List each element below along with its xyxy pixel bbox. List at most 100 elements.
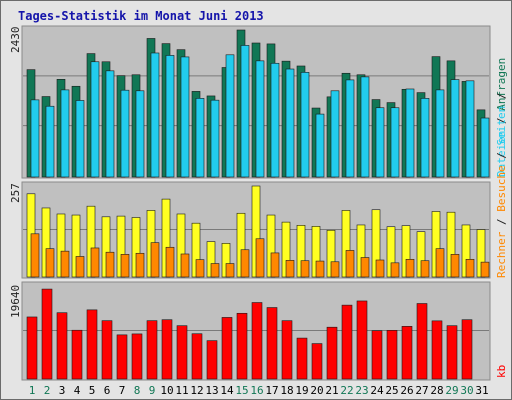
legend-besuche: Besuche — [495, 165, 508, 211]
bar-besuche-day-13 — [210, 263, 220, 278]
bar-besuche-day-4 — [75, 256, 85, 278]
legend-anfragen: Anfragen — [495, 58, 508, 111]
bar-besuche-day-14 — [225, 263, 235, 278]
x-tick-day-15: 15 — [235, 384, 248, 397]
bar-dateien-day-22 — [345, 79, 355, 178]
x-tick-day-28: 28 — [430, 384, 443, 397]
bar-kb-day-9 — [146, 320, 158, 380]
bar-besuche-day-20 — [315, 260, 325, 278]
bar-kb-day-25 — [386, 330, 398, 380]
bar-dateien-day-13 — [210, 99, 220, 178]
x-tick-day-18: 18 — [280, 384, 293, 397]
bar-dateien-day-20 — [315, 113, 325, 178]
bar-besuche-day-10 — [165, 246, 175, 278]
bar-kb-day-1 — [26, 316, 38, 380]
ytick-volume: 19640 — [9, 285, 22, 318]
bar-kb-day-28 — [431, 320, 443, 380]
x-tick-day-26: 26 — [400, 384, 413, 397]
bar-dateien-day-31 — [480, 117, 490, 178]
bar-besuche-day-22 — [345, 250, 355, 278]
bar-dateien-day-16 — [255, 60, 265, 178]
bar-besuche-day-24 — [375, 259, 385, 278]
bar-kb-day-24 — [371, 330, 383, 380]
bar-besuche-day-19 — [300, 260, 310, 278]
bar-dateien-day-25 — [390, 107, 400, 178]
bar-besuche-day-9 — [150, 242, 160, 278]
x-tick-day-16: 16 — [250, 384, 263, 397]
x-tick-day-30: 30 — [460, 384, 473, 397]
legend-sep-2: / — [495, 212, 508, 232]
bar-kb-day-27 — [416, 303, 428, 380]
bar-besuche-day-21 — [330, 261, 340, 278]
x-tick-day-8: 8 — [134, 384, 141, 397]
bar-dateien-day-5 — [90, 61, 100, 178]
bar-dateien-day-18 — [285, 68, 295, 178]
x-tick-labels: 1 2 3 4 5 6 7 8 9 10 11 12 13 14 15 16 17 18 19 20 21 22 23 24 2… — [29, 384, 489, 397]
bar-besuche-day-16 — [255, 238, 265, 278]
bar-dateien-day-4 — [75, 100, 85, 178]
bar-besuche-day-11 — [180, 253, 190, 278]
bar-dateien-day-21 — [330, 90, 340, 178]
bar-besuche-day-26 — [405, 258, 415, 278]
x-tick-day-5: 5 — [89, 384, 96, 397]
bar-kb-day-16 — [251, 302, 263, 380]
x-tick-day-1: 1 — [29, 384, 36, 397]
bar-kb-day-17 — [266, 307, 278, 380]
bar-kb-day-19 — [296, 337, 308, 380]
bar-dateien-day-23 — [360, 76, 370, 178]
bar-kb-day-14 — [221, 317, 233, 380]
bar-kb-day-29 — [446, 325, 458, 380]
bars-group — [26, 29, 490, 380]
x-tick-day-4: 4 — [74, 384, 81, 397]
bar-kb-day-15 — [236, 312, 248, 380]
bar-kb-day-6 — [101, 320, 113, 380]
bar-kb-day-11 — [176, 325, 188, 380]
ytick-pages: 257 — [9, 183, 22, 203]
bar-dateien-day-19 — [300, 72, 310, 178]
legend-right-hits: Dateien / Anfragen — [495, 58, 508, 177]
bar-dateien-day-24 — [375, 107, 385, 178]
x-tick-day-7: 7 — [119, 384, 126, 397]
legend-dateien: Dateien — [495, 131, 508, 177]
bar-kb-day-30 — [461, 319, 473, 380]
x-tick-day-17: 17 — [265, 384, 278, 397]
x-tick-day-10: 10 — [160, 384, 173, 397]
bar-kb-day-21 — [326, 326, 338, 380]
bar-besuche-day-7 — [120, 254, 130, 278]
bar-dateien-day-29 — [450, 79, 460, 178]
bar-kb-day-7 — [116, 334, 128, 380]
bar-dateien-day-6 — [105, 70, 115, 178]
x-tick-day-2: 2 — [44, 384, 51, 397]
x-tick-day-29: 29 — [445, 384, 458, 397]
bar-kb-day-26 — [401, 326, 413, 380]
bar-besuche-day-30 — [465, 258, 475, 278]
bar-besuche-day-8 — [135, 252, 145, 278]
bar-besuche-day-6 — [105, 251, 115, 278]
x-tick-day-22: 22 — [340, 384, 353, 397]
x-tick-day-6: 6 — [104, 384, 111, 397]
bar-kb-day-23 — [356, 300, 368, 380]
bar-besuche-day-28 — [435, 248, 445, 278]
bar-besuche-day-3 — [60, 250, 70, 278]
bar-dateien-day-7 — [120, 89, 130, 178]
bar-dateien-day-30 — [465, 80, 475, 178]
legend-sep-1: / — [495, 111, 508, 131]
bar-besuche-day-2 — [45, 248, 55, 278]
bar-kb-day-3 — [56, 312, 68, 380]
bar-dateien-day-10 — [165, 55, 175, 178]
bar-dateien-day-28 — [435, 89, 445, 178]
bar-kb-day-2 — [41, 288, 53, 380]
x-tick-day-19: 19 — [295, 384, 308, 397]
bar-dateien-day-17 — [270, 62, 280, 178]
bar-kb-day-22 — [341, 304, 353, 380]
legend-right-pages: Rechner / Besuche / Seiten / — [495, 93, 508, 278]
x-tick-day-27: 27 — [415, 384, 428, 397]
bar-kb-day-4 — [71, 329, 83, 380]
bar-besuche-day-31 — [480, 261, 490, 278]
bar-dateien-day-26 — [405, 88, 415, 178]
bar-kb-day-10 — [161, 319, 173, 380]
bar-besuche-day-1 — [30, 233, 40, 278]
bar-kb-day-18 — [281, 320, 293, 380]
x-tick-day-11: 11 — [175, 384, 188, 397]
